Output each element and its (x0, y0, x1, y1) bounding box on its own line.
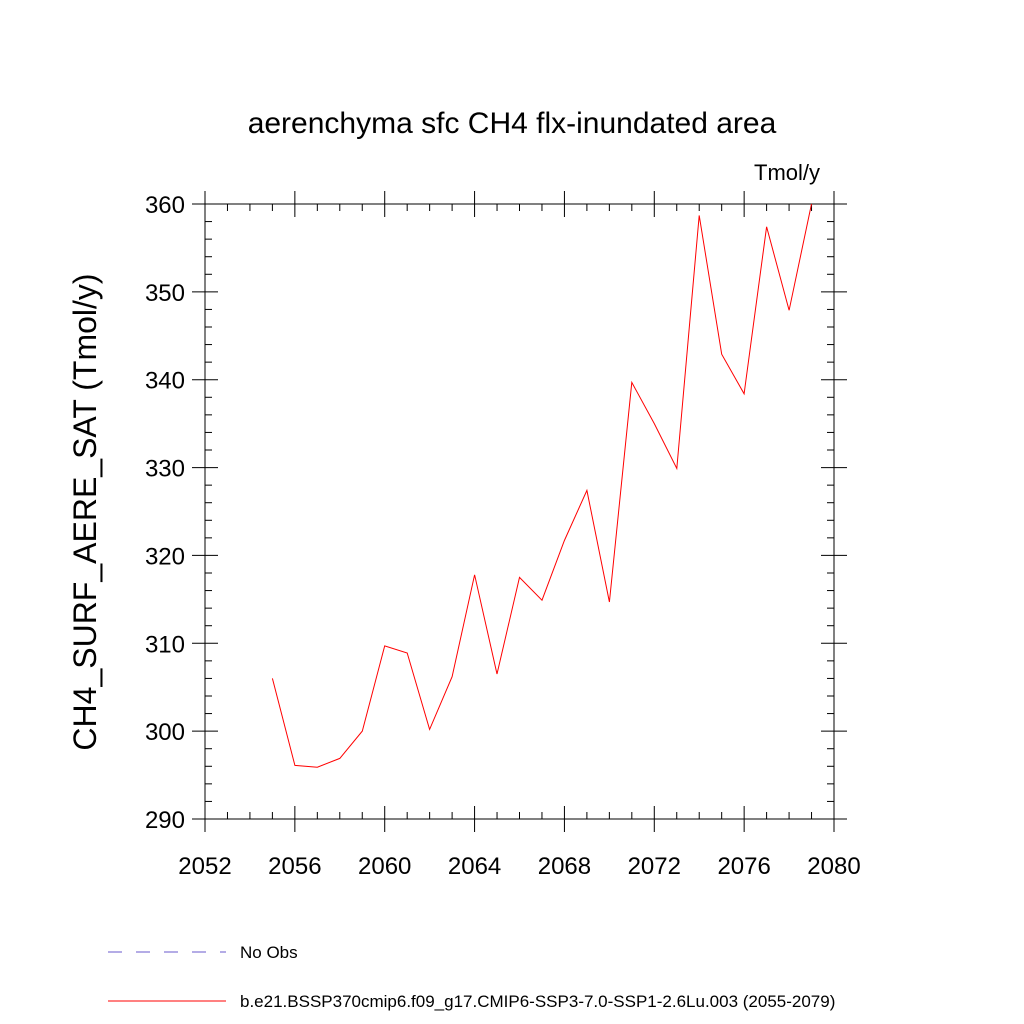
x-tick-label: 2052 (178, 853, 231, 880)
x-tick-label: 2060 (358, 853, 411, 880)
y-tick-label: 320 (145, 543, 185, 570)
y-tick-label: 290 (145, 807, 185, 834)
y-tick-label: 340 (145, 368, 185, 395)
y-tick-label: 360 (145, 192, 185, 219)
x-axis-ticks (204, 191, 835, 832)
units-label: Tmol/y (754, 160, 820, 185)
legend-label: No Obs (240, 943, 298, 962)
y-axis-tick-labels: 290 300 310 320 330 340 350 360 (145, 192, 185, 834)
x-tick-label: 2068 (538, 853, 591, 880)
y-axis-ticks (192, 203, 847, 820)
x-axis-tick-labels: 2052 2056 2060 2064 2068 2072 2076 2080 (178, 853, 860, 880)
y-tick-label: 350 (145, 280, 185, 307)
x-tick-label: 2080 (807, 853, 860, 880)
legend-label: b.e21.BSSP370cmip6.f09_g17.CMIP6-SSP3-7.… (240, 992, 835, 1011)
x-tick-label: 2056 (268, 853, 321, 880)
y-axis-label: CH4_SURF_AERE_SAT (Tmol/y) (67, 273, 103, 750)
y-tick-label: 300 (145, 719, 185, 746)
legend: No Obs b.e21.BSSP370cmip6.f09_g17.CMIP6-S… (108, 943, 835, 1011)
series-line (271, 203, 812, 768)
x-tick-label: 2072 (628, 853, 681, 880)
plot-frame (204, 203, 835, 820)
y-tick-label: 330 (145, 456, 185, 483)
y-tick-label: 310 (145, 631, 185, 658)
x-tick-label: 2064 (448, 853, 501, 880)
series-layer (271, 203, 812, 768)
x-tick-label: 2076 (717, 853, 770, 880)
chart-title: aerenchyma sfc CH4 flx-inundated area (248, 107, 777, 140)
